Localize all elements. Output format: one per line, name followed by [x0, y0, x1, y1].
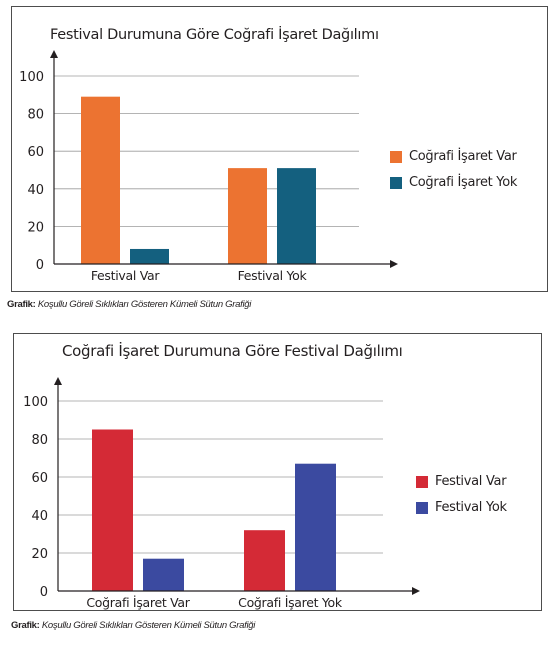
chart-2-bar-2-1 — [244, 530, 285, 591]
chart-2-frame: Coğrafi İşaret Durumuna Göre Festival Da… — [13, 333, 542, 611]
caption-2: Grafik: Koşullu Göreli Sıklıkları Göster… — [11, 620, 255, 631]
caption-2-label: Grafik: — [11, 620, 40, 631]
chart-1-y-tick-label-40: 40 — [27, 183, 44, 198]
chart-1-legend-swatch-1 — [390, 150, 402, 163]
chart-2-legend-label-2: Festival Yok — [435, 500, 507, 515]
caption-1-text: Koşullu Göreli Sıklıkları Gösteren Kümel… — [37, 299, 252, 310]
chart-2-y-tick-label-60: 60 — [31, 471, 48, 486]
chart-1-x-axis-arrow — [390, 260, 398, 268]
chart-2-x-axis-arrow — [412, 587, 420, 595]
chart-2-y-tick-label-0: 0 — [40, 585, 48, 600]
chart-2-legend-swatch-1 — [416, 475, 428, 488]
chart-1-y-tick-label-80: 80 — [27, 108, 44, 123]
chart-2-bar-1-1 — [92, 429, 133, 591]
chart-2-bar-2-2 — [295, 463, 336, 591]
chart-1-bar-2-2 — [277, 168, 316, 264]
chart-1-bar-1-2 — [130, 248, 169, 264]
chart-1-y-tick-label-0: 0 — [36, 258, 44, 273]
chart-2-title: Coğrafi İşaret Durumuna Göre Festival Da… — [62, 342, 403, 360]
chart-2-y-tick-label-20: 20 — [31, 547, 48, 562]
chart-1-category-label-2: Festival Yok — [238, 268, 308, 283]
chart-2-legend-item-2: Festival Yok — [416, 498, 507, 517]
chart-1-legend-label-1: Coğrafi İşaret Var — [409, 149, 517, 164]
chart-2-legend-swatch-2 — [416, 501, 428, 514]
chart-2-bar-1-2 — [143, 558, 184, 591]
chart-2-category-label-1: Coğrafi İşaret Var — [86, 595, 190, 610]
chart-2-y-tick-label-80: 80 — [31, 433, 48, 448]
chart-1-legend-item-1: Coğrafi İşaret Var — [390, 147, 517, 166]
chart-1-frame: Festival Durumuna Göre Coğrafi İşaret Da… — [11, 6, 548, 292]
chart-1-y-tick-label-100: 100 — [19, 70, 44, 85]
chart-1-plot: Festival Var Festival Yok 0 20 40 60 80 100 — [19, 50, 398, 283]
caption-1-label: Grafik: — [7, 299, 36, 310]
caption-2-text: Koşullu Göreli Sıklıkları Gösteren Kümel… — [41, 620, 256, 631]
chart-2-y-tick-label-100: 100 — [23, 395, 48, 410]
chart-2-legend-label-1: Festival Var — [435, 474, 507, 489]
chart-2-plot: Coğrafi İşaret Var Coğrafi İşaret Yok 0 20 4… — [23, 377, 420, 610]
chart-1-legend-label-2: Coğrafi İşaret Yok — [409, 175, 518, 190]
chart-1-y-tick-label-60: 60 — [27, 145, 44, 160]
chart-2-category-label-2: Coğrafi İşaret Yok — [238, 595, 343, 610]
chart-2-y-tick-label-40: 40 — [31, 509, 48, 524]
chart-1-legend: Coğrafi İşaret Var Coğrafi İşaret Yok — [390, 147, 517, 199]
chart-2-legend: Festival Var Festival Yok — [416, 472, 507, 524]
chart-2-legend-item-1: Festival Var — [416, 472, 507, 491]
chart-1-category-label-1: Festival Var — [91, 268, 161, 283]
chart-1-y-axis-arrow — [50, 50, 58, 58]
chart-1-bar-2-1 — [228, 168, 267, 264]
chart-1-title: Festival Durumuna Göre Coğrafi İşaret Da… — [50, 27, 379, 43]
chart-1-legend-item-2: Coğrafi İşaret Yok — [390, 173, 517, 192]
caption-1: Grafik: Koşullu Göreli Sıklıkları Göster… — [7, 299, 251, 310]
chart-1-bar-1-1 — [81, 96, 120, 265]
chart-2-y-axis-arrow — [54, 377, 62, 385]
chart-1-legend-swatch-2 — [390, 176, 402, 189]
chart-1-y-tick-label-20: 20 — [27, 220, 44, 235]
